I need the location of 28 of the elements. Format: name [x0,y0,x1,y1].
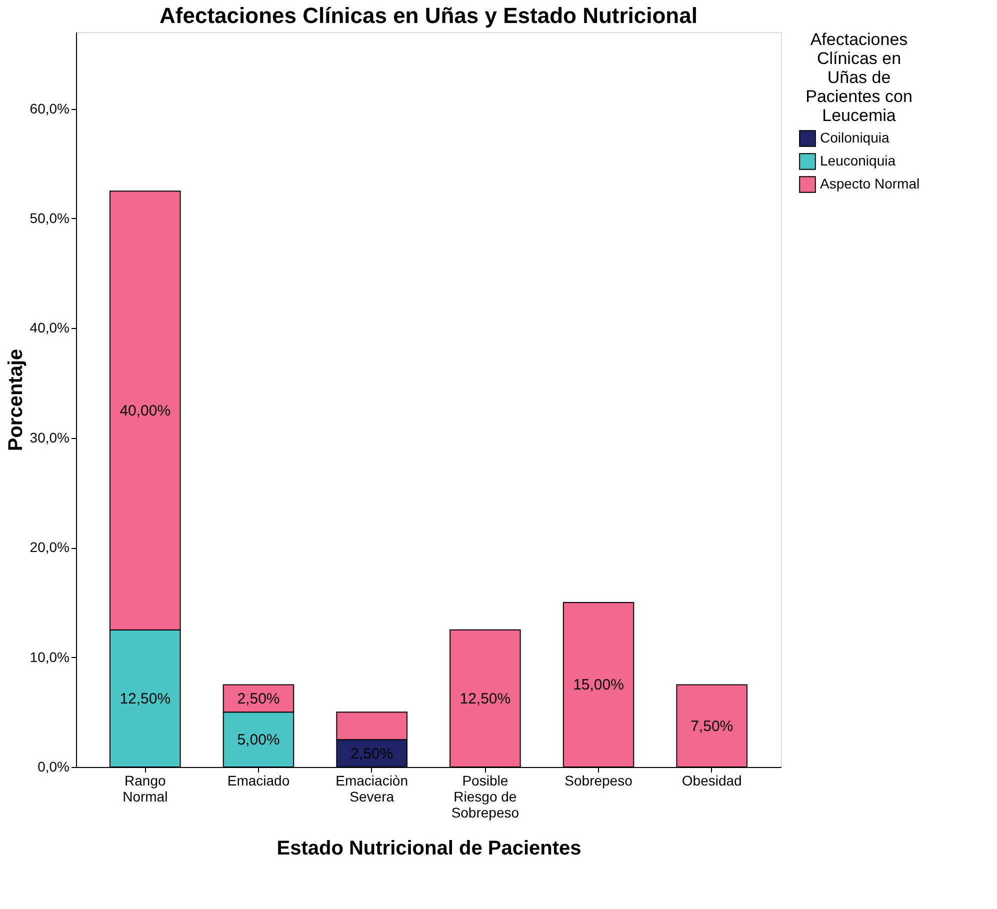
y-tick-label: 50,0% [30,210,70,226]
legend-label: Coiloniquia [820,130,890,146]
legend-label: Leuconiquia [820,152,896,168]
x-axis-title: Estado Nutricional de Pacientes [276,838,582,860]
data-label: 12,50% [460,690,511,708]
y-tick-label: 20,0% [30,539,70,556]
data-label: 15,00% [573,676,624,694]
y-tick-label: 60,0% [30,100,70,116]
x-tick-label: Emaciado [227,772,290,788]
x-tick-label: Posible Riesgo de Sobrepeso [451,772,520,820]
data-label: 2,50% [237,690,280,708]
legend-label: Aspecto Normal [820,176,920,192]
y-tick-label: 10,0% [30,648,70,665]
data-label: 12,50% [120,690,171,708]
chart-title: Afectaciones Clínicas en Uñas y Estado Nutricional [160,3,698,28]
x-tick-label: Rango Normal [122,772,168,804]
data-label: 7,50% [690,718,734,735]
y-tick-label: 40,0% [30,320,70,336]
data-label: 5,00% [237,732,280,749]
y-tick-label: 0,0% [38,758,70,774]
y-tick-label: 30,0% [30,429,70,446]
x-tick-label: Obesidad [682,772,742,788]
legend-title: Afectaciones Clínicas en Uñas de Pacientes con Leucemia [806,30,912,125]
x-tick-label: Emaciaciòn Severa [336,772,408,804]
data-label: 40,00% [120,402,171,420]
data-label: 2,50% [350,745,394,762]
y-axis-title: Porcentaje [4,348,27,452]
x-tick-label: Sobrepeso [564,772,633,788]
